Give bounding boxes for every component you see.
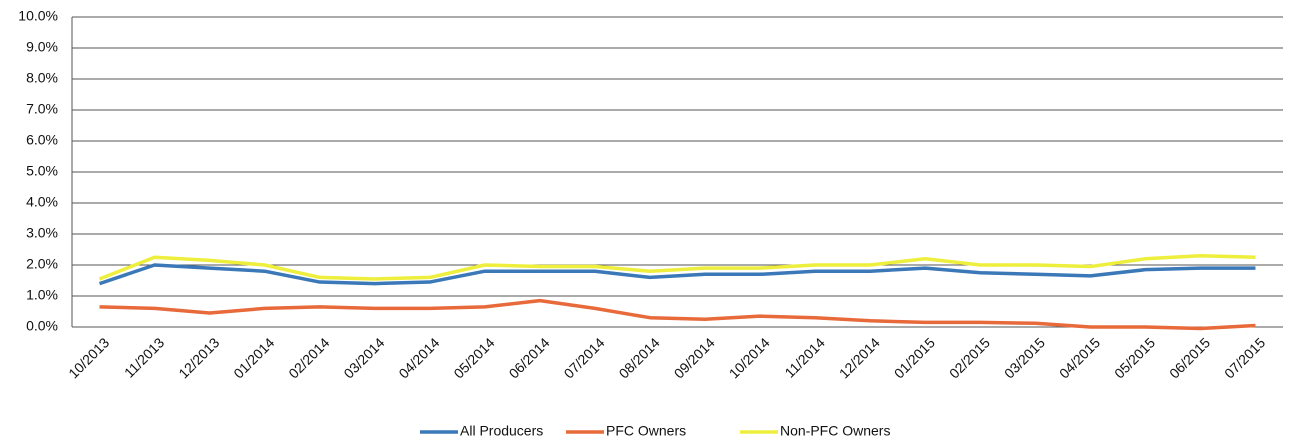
x-tick-label: 04/2014 (395, 334, 442, 381)
x-tick-label: 10/2014 (726, 334, 773, 381)
legend-label: PFC Owners (606, 423, 686, 439)
y-tick-label: 7.0% (26, 101, 58, 117)
legend-label: Non-PFC Owners (780, 423, 890, 439)
x-tick-label: 08/2014 (616, 334, 663, 381)
y-tick-label: 5.0% (26, 163, 58, 179)
y-tick-label: 4.0% (26, 194, 58, 210)
y-tick-label: 6.0% (26, 132, 58, 148)
series-line (98, 253, 1256, 281)
x-tick-label: 10/2013 (65, 334, 112, 381)
x-tick-label: 11/2014 (781, 334, 828, 381)
x-tick-label: 01/2014 (230, 334, 277, 381)
x-tick-label: 09/2014 (671, 334, 718, 381)
series-line (99, 298, 1256, 331)
y-tick-label: 9.0% (26, 39, 58, 55)
x-tick-label: 05/2014 (450, 334, 497, 381)
y-tick-label: 1.0% (26, 287, 58, 303)
y-tick-label: 2.0% (26, 256, 58, 272)
y-tick-label: 10.0% (18, 8, 58, 24)
x-tick-label: 01/2015 (891, 334, 938, 381)
x-tick-label: 05/2015 (1111, 334, 1158, 381)
x-tick-label: 03/2015 (1001, 334, 1048, 381)
y-tick-label: 8.0% (26, 70, 58, 86)
x-tick-label: 11/2013 (121, 334, 168, 381)
x-tick-label: 04/2015 (1056, 334, 1103, 381)
x-tick-label: 03/2014 (340, 334, 387, 381)
x-tick-label: 02/2015 (946, 334, 993, 381)
y-tick-label: 0.0% (26, 318, 58, 334)
y-tick-label: 3.0% (26, 225, 58, 241)
legend-label: All Producers (460, 423, 543, 439)
x-tick-label: 02/2014 (285, 334, 332, 381)
x-tick-label: 12/2013 (175, 334, 222, 381)
x-tick-label: 12/2014 (836, 334, 883, 381)
x-tick-label: 06/2014 (506, 334, 553, 381)
x-tick-label: 07/2014 (561, 334, 608, 381)
series-line (98, 263, 1256, 286)
x-tick-label: 06/2015 (1166, 334, 1213, 381)
x-tick-label: 07/2015 (1221, 334, 1268, 381)
